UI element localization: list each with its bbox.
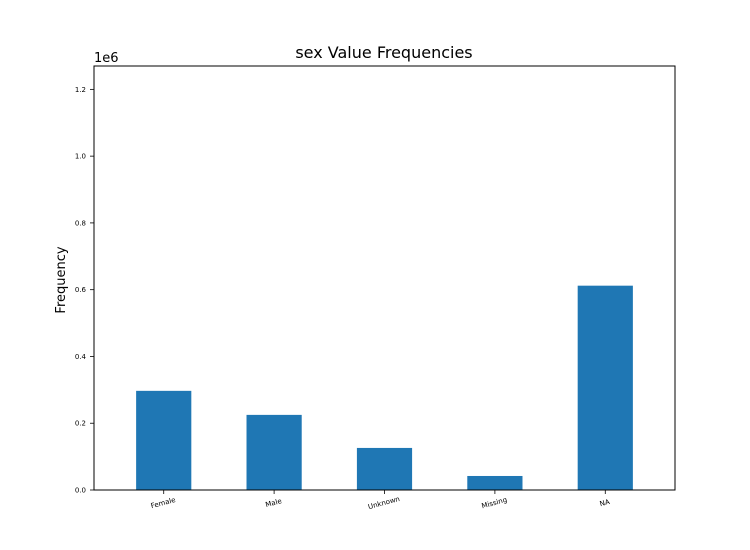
bar-female <box>136 390 192 490</box>
y-tick-label: 0.8 <box>75 219 86 227</box>
y-tick-label: 1.2 <box>75 86 86 94</box>
y-tick-label: 1.0 <box>75 153 86 161</box>
x-tick-label-na: NA <box>599 498 611 508</box>
x-tick-label-missing: Missing <box>481 496 508 510</box>
y-axis-label: Frequency <box>54 246 69 313</box>
bar-unknown <box>356 447 413 490</box>
bar-male <box>246 414 302 490</box>
y-tick-label: 0.2 <box>75 420 86 428</box>
x-tick-label-female: Female <box>150 496 177 510</box>
plot-area: 0.0 0.2 0.4 0.6 0.8 1.0 1.2 Female Male Unknown Mi… <box>75 86 633 511</box>
y-axis-offset-label: 1e6 <box>94 51 119 66</box>
y-tick-label: 0.0 <box>75 487 86 495</box>
y-tick-label: 0.6 <box>75 286 87 294</box>
bar-missing <box>467 475 523 490</box>
x-tick-label-male: Male <box>265 497 283 509</box>
y-tick-label: 0.4 <box>75 353 87 361</box>
x-tick-label-unknown: Unknown <box>367 495 400 511</box>
chart-title: sex Value Frequencies <box>295 43 472 62</box>
bar-na <box>577 285 633 490</box>
plot-frame <box>93 65 676 491</box>
